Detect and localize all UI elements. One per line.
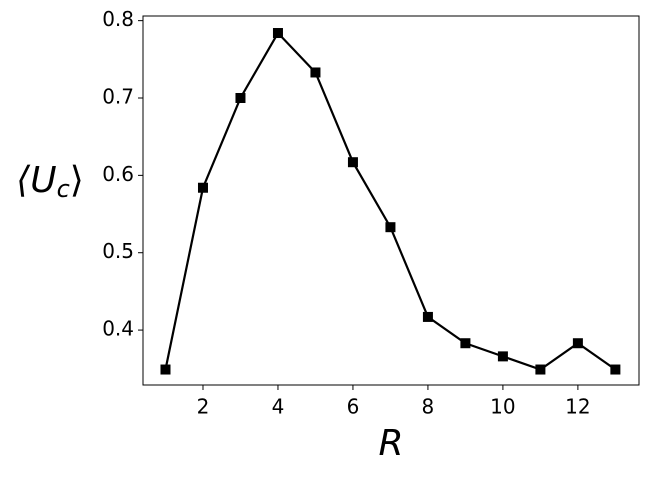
x-tick-label: 6 — [347, 395, 360, 419]
y-label-sub: c — [57, 175, 70, 203]
marker — [497, 351, 508, 362]
y-tick-label: 0.8 — [102, 7, 134, 31]
x-tick-label: 4 — [272, 395, 285, 419]
y-tick-label: 0.5 — [102, 239, 134, 263]
marker — [197, 182, 208, 193]
y-tick-label: 0.4 — [102, 317, 134, 341]
plot-frame — [142, 15, 640, 386]
y-axis-label: ⟨Uc⟩ — [16, 160, 84, 203]
x-tick-label: 8 — [422, 395, 435, 419]
x-tick-label: 10 — [490, 395, 515, 419]
marker — [460, 338, 471, 349]
marker — [160, 364, 171, 375]
y-label-close: ⟩ — [70, 160, 84, 201]
x-axis-label: R — [378, 423, 403, 464]
marker — [535, 364, 546, 375]
marker — [610, 364, 621, 375]
y-tick-label: 0.7 — [102, 85, 134, 109]
y-label-main: ⟨U — [16, 160, 56, 201]
x-tick-label: 12 — [565, 395, 590, 419]
x-tick-label: 2 — [197, 395, 210, 419]
line — [164, 31, 617, 371]
marker — [347, 157, 358, 168]
marker — [572, 338, 583, 349]
marker — [422, 311, 433, 322]
marker — [235, 93, 246, 103]
marker — [310, 67, 321, 78]
marker — [272, 28, 283, 39]
marker — [385, 222, 396, 233]
y-tick-label: 0.6 — [102, 162, 134, 186]
